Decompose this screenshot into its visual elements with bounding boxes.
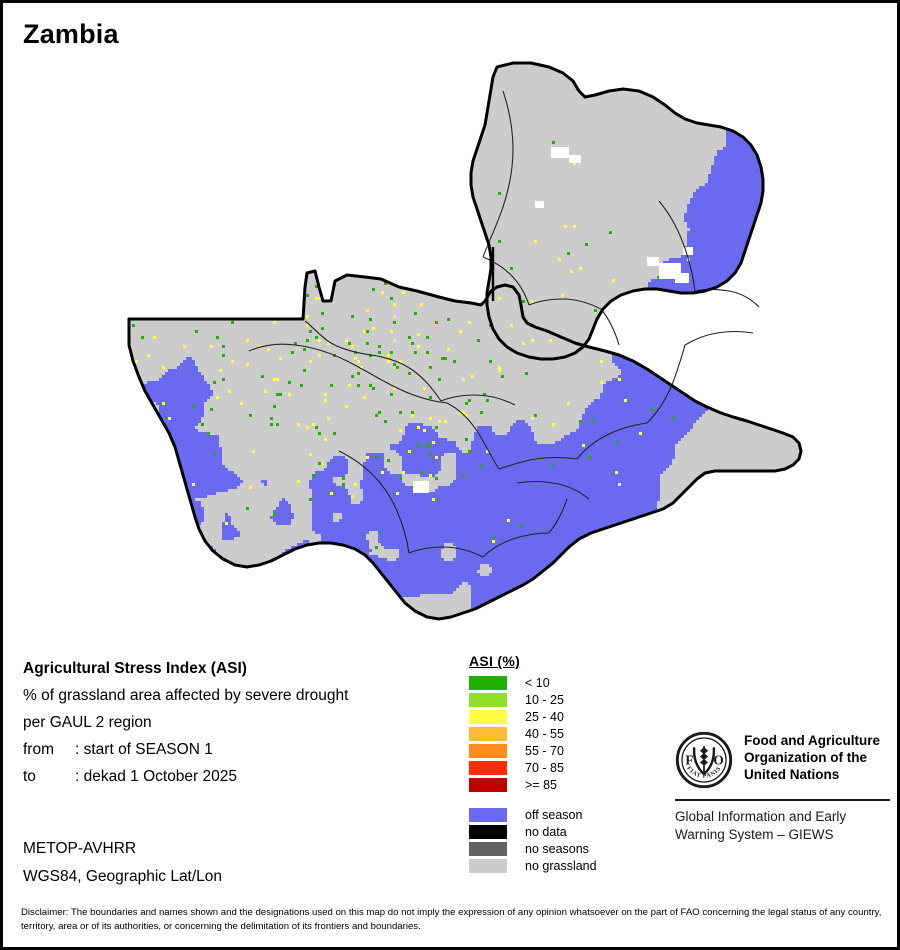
caption-subtitle-1: % of grassland area affected by severe d… [23,682,453,709]
legend-status-label: off season [525,808,582,822]
legend-asi-swatch [469,709,507,724]
legend-asi-row: 40 - 55 [469,725,649,742]
fao-branding: F O FIAT PANIS Food and Agriculture Orga… [675,731,890,844]
period-to-key: to [23,763,75,790]
fao-divider [675,799,890,801]
period-from-key: from [23,736,75,763]
legend-status-label: no grassland [525,859,597,873]
disclaimer-text: Disclaimer: The boundaries and names sho… [21,906,883,934]
legend-asi-row: 25 - 40 [469,708,649,725]
map-caption: Agricultural Stress Index (ASI) % of gra… [23,655,453,790]
legend-status-classes: off season no data no seasons no grassland [469,806,649,874]
legend-status-label: no seasons [525,842,589,856]
legend-status-row: no data [469,823,649,840]
caption-period-to: to: dekad 1 October 2025 [23,763,453,790]
fao-org-line-3: United Nations [744,766,880,783]
legend-asi-row: >= 85 [469,776,649,793]
caption-title: Agricultural Stress Index (ASI) [23,655,453,682]
legend-status-row: no grassland [469,857,649,874]
legend-status-swatch [469,858,507,873]
map-source-info: METOP-AVHRR WGS84, Geographic Lat/Lon [23,835,453,891]
legend-asi-label: 10 - 25 [525,693,564,707]
fao-org-line-1: Food and Agriculture [744,732,880,749]
legend-asi-classes: < 10 10 - 25 25 - 40 40 - 55 55 - 70 70 - 85 >… [469,674,649,793]
legend-asi-row: 70 - 85 [469,759,649,776]
caption-period-from: from: start of SEASON 1 [23,736,453,763]
legend-title: ASI (%) [469,653,649,669]
legend-asi-swatch [469,726,507,741]
legend-asi-swatch [469,692,507,707]
legend-asi-label: 40 - 55 [525,727,564,741]
legend-asi-swatch [469,743,507,758]
fao-wheat-ear-logo: F O FIAT PANIS [675,731,733,789]
legend-spacer [469,793,649,806]
legend-status-row: no seasons [469,840,649,857]
fao-org-line-2: Organization of the [744,749,880,766]
caption-subtitle-2: per GAUL 2 region [23,709,453,736]
zambia-map-svg[interactable] [99,51,811,641]
legend-asi-row: < 10 [469,674,649,691]
legend-asi-label: 55 - 70 [525,744,564,758]
projection-label: WGS84, Geographic Lat/Lon [23,863,453,891]
period-from-value: : start of SEASON 1 [75,741,213,758]
legend-status-swatch [469,841,507,856]
giews-line-1: Global Information and Early [675,808,890,826]
page-title: Zambia [23,21,119,48]
legend-asi-label: < 10 [525,676,550,690]
legend-asi-label: >= 85 [525,778,557,792]
legend-asi-swatch [469,675,507,690]
legend-status-label: no data [525,825,567,839]
map-legend: ASI (%) < 10 10 - 25 25 - 40 40 - 55 55 - 70… [469,653,649,874]
legend-asi-row: 55 - 70 [469,742,649,759]
fao-organization-name: Food and Agriculture Organization of the… [744,731,880,783]
legend-asi-label: 25 - 40 [525,710,564,724]
legend-asi-swatch [469,777,507,792]
map-canvas[interactable] [99,51,811,641]
giews-line-2: Warning System – GIEWS [675,826,890,844]
legend-status-row: off season [469,806,649,823]
legend-asi-label: 70 - 85 [525,761,564,775]
giews-programme-name: Global Information and Early Warning Sys… [675,808,890,844]
legend-status-swatch [469,824,507,839]
sensor-label: METOP-AVHRR [23,835,453,863]
legend-asi-swatch [469,760,507,775]
legend-status-swatch [469,807,507,822]
legend-asi-row: 10 - 25 [469,691,649,708]
period-to-value: : dekad 1 October 2025 [75,768,237,785]
